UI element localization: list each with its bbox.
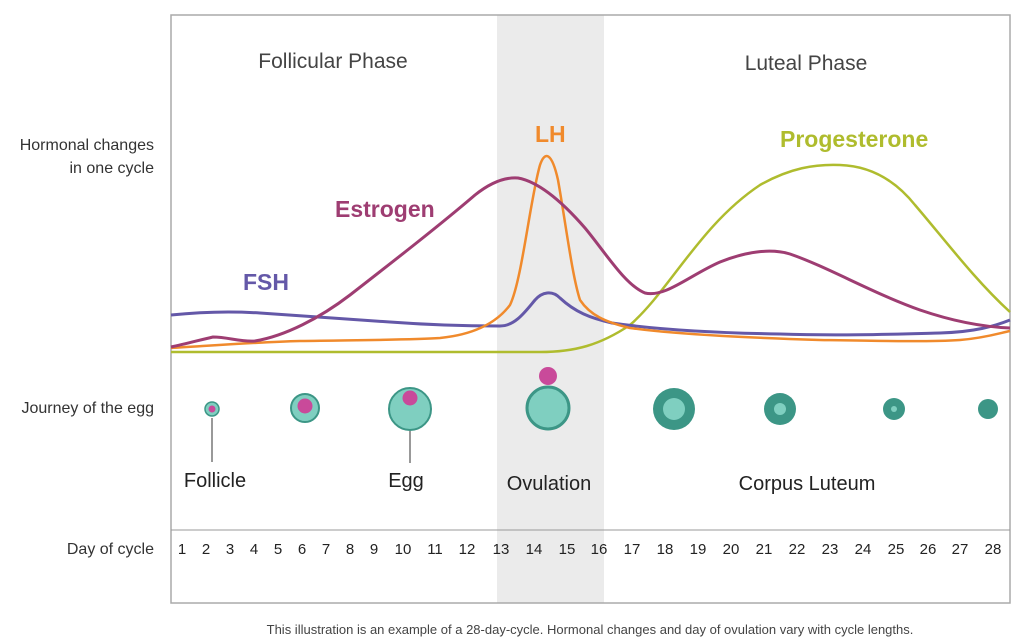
day-tick-2: 2 <box>202 541 210 558</box>
estrogen-label: Estrogen <box>335 196 435 222</box>
day-tick-25: 25 <box>888 541 905 558</box>
day-tick-labels: 1 2 3 4 5 6 7 8 9 10 11 12 13 14 15 16 17 18 19 20 21 22 23 24 2… <box>178 541 1002 558</box>
follicle-stage-day6 <box>290 393 320 423</box>
corpus-luteum-day25 <box>883 398 905 420</box>
estrogen-curve <box>170 176 1011 349</box>
day-tick-9: 9 <box>370 541 378 558</box>
day-tick-8: 8 <box>346 541 354 558</box>
egg-label: Egg <box>388 470 424 492</box>
ovulation-label: Ovulation <box>507 473 592 495</box>
progesterone-label: Progesterone <box>780 126 928 152</box>
day-tick-12: 12 <box>459 541 476 558</box>
day-tick-24: 24 <box>855 541 872 558</box>
day-tick-16: 16 <box>591 541 608 558</box>
lh-curve <box>170 154 1011 350</box>
corpus-luteum-day18 <box>653 388 695 430</box>
journey-of-egg-label: Journey of the egg <box>21 400 154 417</box>
day-tick-20: 20 <box>723 541 740 558</box>
day-tick-17: 17 <box>624 541 641 558</box>
day-tick-6: 6 <box>298 541 306 558</box>
hormonal-changes-label-line2: in one cycle <box>70 160 155 177</box>
day-tick-23: 23 <box>822 541 839 558</box>
day-tick-27: 27 <box>952 541 969 558</box>
day-tick-19: 19 <box>690 541 707 558</box>
follicle-stage-day10 <box>388 387 432 431</box>
footnote: This illustration is an example of a 28-… <box>267 622 914 637</box>
hormonal-changes-label-line1: Hormonal changes <box>20 137 154 154</box>
progesterone-curve <box>171 163 1011 354</box>
day-tick-10: 10 <box>395 541 412 558</box>
diagram-frame <box>170 14 1011 604</box>
day-tick-18: 18 <box>657 541 674 558</box>
corpus-luteum-day21 <box>764 393 796 425</box>
corpus-luteum-day28 <box>978 399 998 419</box>
day-tick-5: 5 <box>274 541 282 558</box>
day-tick-11: 11 <box>427 541 443 558</box>
day-tick-13: 13 <box>493 541 510 558</box>
day-tick-22: 22 <box>789 541 806 558</box>
day-tick-26: 26 <box>920 541 937 558</box>
day-tick-1: 1 <box>178 541 186 558</box>
day-tick-28: 28 <box>985 541 1002 558</box>
follicle-stage-day2 <box>204 401 220 417</box>
day-tick-15: 15 <box>559 541 576 558</box>
luteal-phase-title: Luteal Phase <box>745 52 868 75</box>
day-tick-7: 7 <box>322 541 330 558</box>
day-of-cycle-label: Day of cycle <box>67 541 154 558</box>
ovulation-follicle <box>525 367 571 431</box>
day-tick-4: 4 <box>250 541 258 558</box>
day-tick-3: 3 <box>226 541 234 558</box>
day-tick-14: 14 <box>526 541 543 558</box>
follicular-phase-title: Follicular Phase <box>258 50 407 73</box>
corpus-luteum-label: Corpus Luteum <box>739 473 876 495</box>
day-tick-21: 21 <box>756 541 773 558</box>
lh-label: LH <box>535 121 566 147</box>
fsh-label: FSH <box>243 269 289 295</box>
follicle-label: Follicle <box>184 470 246 492</box>
